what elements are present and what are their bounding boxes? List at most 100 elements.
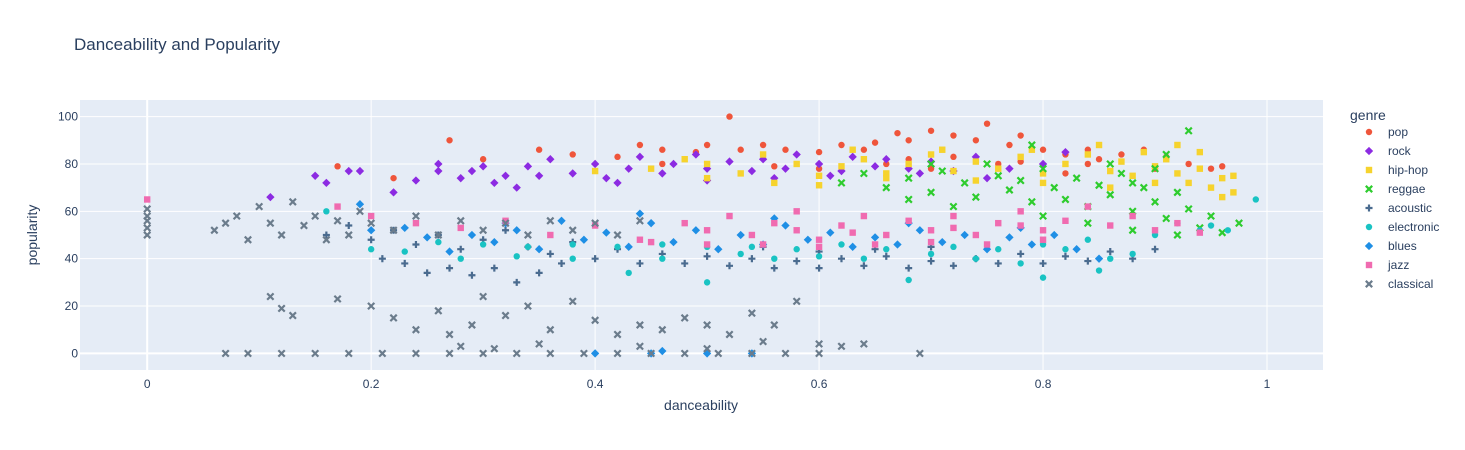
data-point	[1139, 183, 1148, 192]
x-tick-label: 1	[1264, 377, 1271, 391]
data-point	[456, 342, 465, 351]
data-point	[781, 349, 790, 358]
data-point	[983, 159, 992, 168]
data-point	[646, 218, 656, 228]
data-point	[860, 156, 868, 163]
data-point	[411, 212, 420, 221]
data-point	[815, 165, 823, 172]
data-point	[502, 226, 510, 234]
legend-item-jazz[interactable]: jazz	[1365, 258, 1410, 272]
data-point	[725, 262, 734, 270]
data-point	[411, 325, 420, 334]
data-point	[972, 137, 980, 144]
y-tick-label: 20	[65, 299, 79, 313]
legend-item-classical[interactable]: classical	[1365, 277, 1434, 291]
data-point	[815, 264, 823, 272]
data-point	[647, 349, 656, 358]
data-point	[523, 302, 532, 311]
legend-item-pop[interactable]: pop	[1365, 125, 1409, 139]
data-point	[1072, 245, 1081, 254]
data-point	[1039, 170, 1047, 177]
data-point	[826, 171, 835, 180]
data-point	[591, 255, 599, 263]
data-point	[860, 262, 868, 270]
data-point	[994, 171, 1003, 180]
data-point	[871, 139, 879, 146]
data-point	[591, 167, 599, 175]
data-points	[143, 113, 1260, 358]
legend-item-reggae[interactable]: reggae	[1365, 182, 1426, 196]
data-point	[747, 166, 757, 176]
data-point	[288, 311, 297, 320]
data-point	[703, 252, 711, 260]
data-point	[681, 259, 689, 267]
legend-item-blues[interactable]: blues	[1364, 239, 1417, 253]
data-point	[591, 219, 600, 228]
data-point	[1027, 240, 1037, 249]
data-point	[1365, 261, 1373, 269]
data-point	[434, 166, 443, 176]
legend-item-rock[interactable]: rock	[1364, 144, 1412, 158]
data-point	[703, 241, 711, 248]
data-point	[636, 236, 644, 243]
data-point	[915, 226, 925, 235]
data-point	[759, 151, 767, 158]
data-point	[1129, 212, 1136, 220]
legend-title: genre	[1350, 107, 1386, 123]
data-point	[1095, 267, 1103, 274]
data-point	[1128, 178, 1137, 187]
data-point	[950, 132, 957, 139]
data-point	[1072, 174, 1081, 183]
data-point	[759, 241, 767, 248]
data-point	[1224, 227, 1232, 234]
data-point	[995, 219, 1002, 227]
data-point	[613, 231, 622, 239]
data-point	[771, 255, 778, 262]
data-point	[1207, 212, 1215, 221]
data-point	[490, 344, 499, 353]
data-point	[445, 349, 454, 358]
data-point	[1061, 147, 1070, 157]
data-point	[950, 224, 957, 232]
x-tick-label: 0.4	[587, 377, 604, 391]
data-point	[1039, 146, 1047, 153]
data-point	[435, 238, 442, 246]
legend-item-acoustic[interactable]: acoustic	[1365, 201, 1432, 215]
data-point	[793, 160, 800, 168]
data-point	[344, 231, 353, 239]
legend-label: rock	[1388, 144, 1412, 158]
data-point	[882, 252, 890, 260]
legend-item-hip-hop[interactable]: hip-hop	[1365, 163, 1429, 177]
data-point	[322, 178, 331, 188]
x-axis-label: danceability	[664, 397, 738, 413]
data-point	[434, 159, 443, 169]
data-point	[523, 231, 532, 239]
data-point	[311, 349, 320, 358]
data-point	[882, 183, 891, 192]
data-point	[445, 247, 454, 256]
data-point	[1219, 174, 1226, 182]
y-tick-label: 40	[65, 252, 79, 266]
data-point	[803, 235, 813, 244]
data-point	[479, 156, 487, 163]
data-point	[143, 231, 152, 239]
data-point	[915, 169, 925, 178]
data-point	[412, 219, 420, 227]
data-point	[950, 153, 957, 161]
data-point	[1027, 141, 1036, 149]
data-point	[467, 230, 477, 240]
data-point	[659, 160, 666, 168]
data-point	[1365, 280, 1373, 288]
data-point	[905, 264, 913, 272]
data-point	[1117, 169, 1126, 178]
data-point	[838, 241, 845, 248]
data-point	[680, 313, 689, 322]
data-point	[636, 259, 644, 267]
legend-item-electronic[interactable]: electronic	[1365, 220, 1440, 234]
data-point	[613, 330, 622, 339]
data-point	[1084, 203, 1092, 210]
data-point	[143, 196, 151, 203]
data-point	[569, 241, 576, 248]
data-point	[703, 174, 711, 182]
